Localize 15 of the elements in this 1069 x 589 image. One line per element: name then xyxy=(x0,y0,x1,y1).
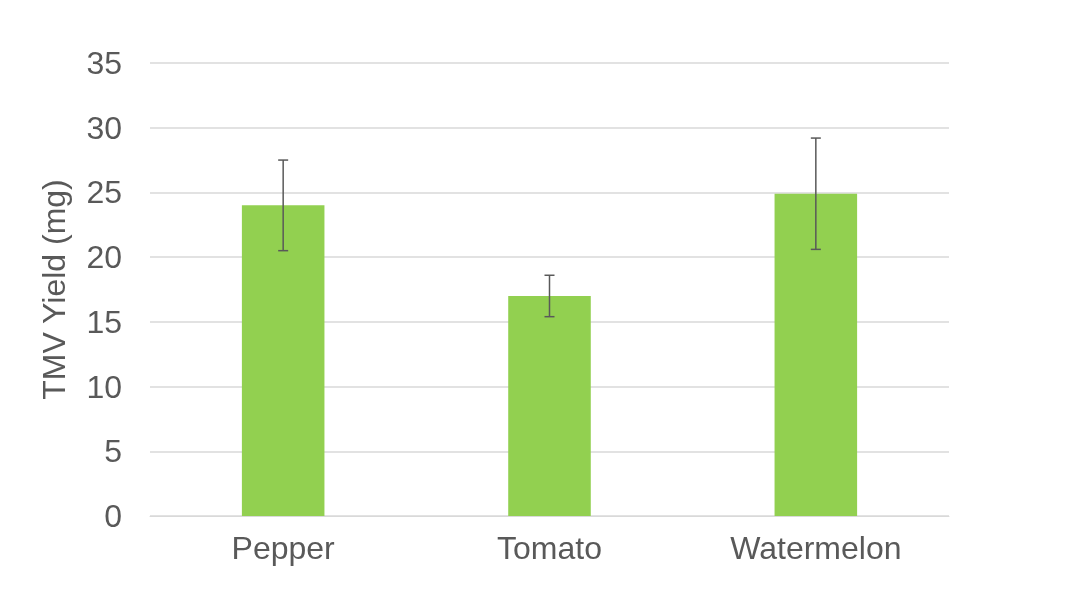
x-tick-label: Tomato xyxy=(497,530,602,566)
bar xyxy=(508,295,591,516)
y-tick-label: 20 xyxy=(86,239,122,276)
x-tick-label: Pepper xyxy=(231,530,336,566)
y-tick-label: 15 xyxy=(86,303,122,340)
y-tick-label: 25 xyxy=(86,174,122,211)
y-tick-label: 0 xyxy=(104,498,122,534)
y-tick-label: 35 xyxy=(86,45,122,81)
bar xyxy=(774,193,858,516)
y-axis-title: TMV Yield (mg) xyxy=(36,179,72,400)
x-tick-label: Watermelon xyxy=(730,530,902,566)
y-tick-label: 10 xyxy=(86,368,122,405)
bar xyxy=(241,205,325,516)
y-tick-label: 30 xyxy=(86,109,122,146)
y-tick-label: 5 xyxy=(104,433,122,470)
